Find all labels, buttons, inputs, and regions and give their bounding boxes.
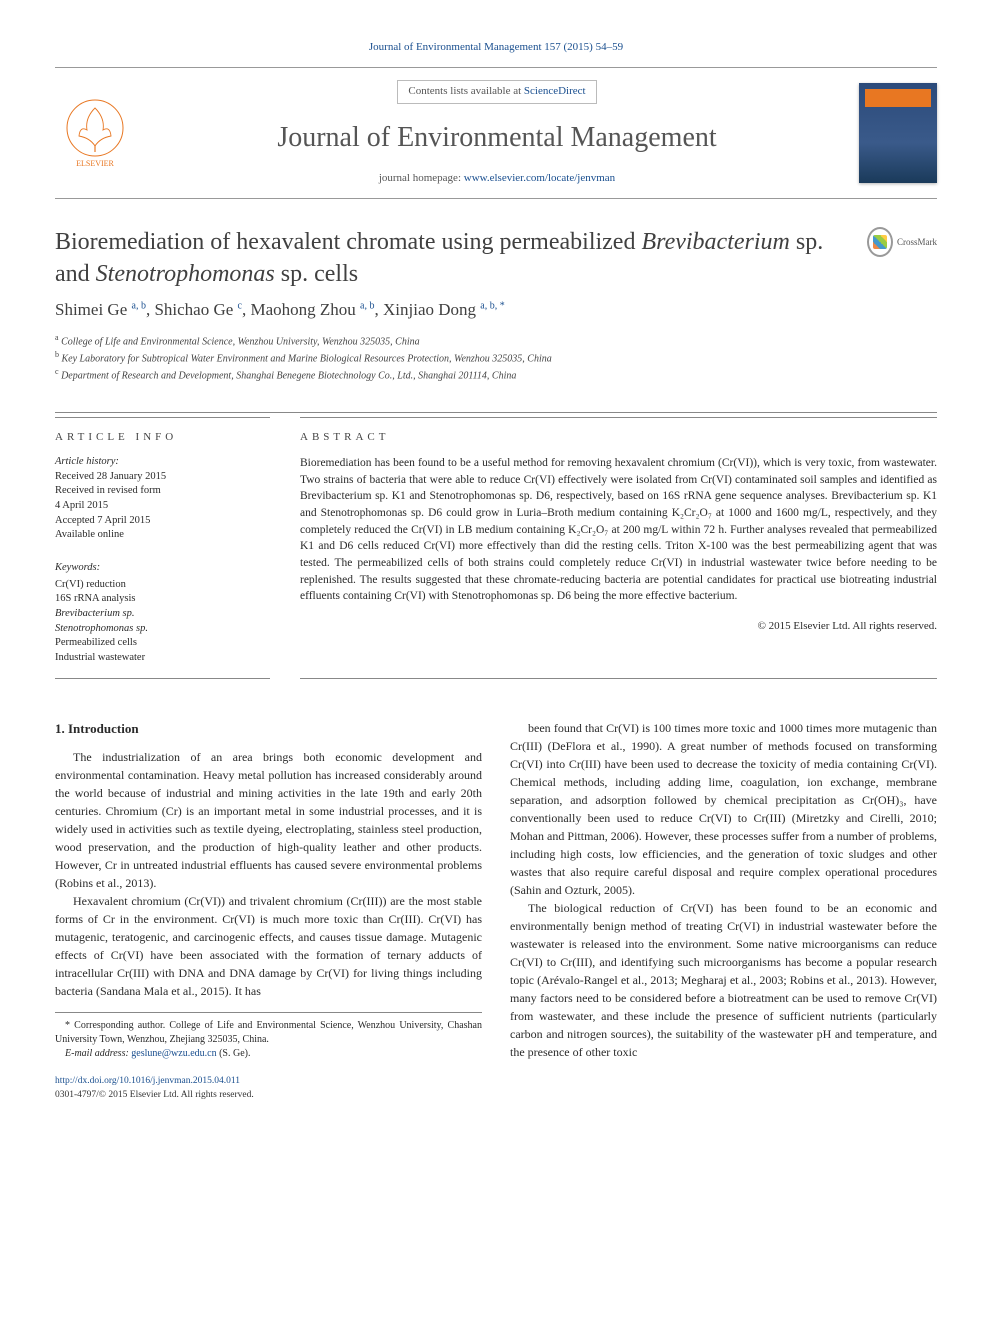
crossmark-badge[interactable]: CrossMark <box>867 227 937 257</box>
journal-header: ELSEVIER Contents lists available at Sci… <box>55 67 937 199</box>
history-available: Available online <box>55 528 270 543</box>
article-history: Article history: Received 28 January 201… <box>55 455 270 543</box>
abstract-heading: abstract <box>300 430 937 445</box>
keyword: Permeabilized cells <box>55 636 270 651</box>
history-label: Article history: <box>55 455 270 470</box>
keywords-label: Keywords: <box>55 561 270 576</box>
page-footer: http://dx.doi.org/10.1016/j.jenvman.2015… <box>55 1075 937 1102</box>
abstract-copyright: © 2015 Elsevier Ltd. All rights reserved… <box>300 619 937 634</box>
title-text-1: Bioremediation of hexavalent chromate us… <box>55 229 641 255</box>
author-affil-sup: c <box>238 300 242 311</box>
keyword: Stenotrophomonas sp. <box>55 622 270 637</box>
elsevier-logo[interactable]: ELSEVIER <box>55 88 135 178</box>
author-affil-sup: a, b, * <box>480 300 504 311</box>
section-heading-introduction: 1. Introduction <box>55 719 482 739</box>
affiliation-b: Key Laboratory for Subtropical Water Env… <box>62 353 552 364</box>
crossmark-label: CrossMark <box>897 236 937 249</box>
author: Shichao Ge <box>154 300 233 319</box>
keyword: 16S rRNA analysis <box>55 592 270 607</box>
corresponding-author-footnote: * Corresponding author. College of Life … <box>55 1012 482 1061</box>
elsevier-label: ELSEVIER <box>76 158 114 169</box>
affiliations-block: a College of Life and Environmental Scie… <box>55 332 937 384</box>
affiliation-c: Department of Research and Development, … <box>61 371 516 382</box>
history-revised-label: Received in revised form <box>55 484 270 499</box>
body-paragraph: The biological reduction of Cr(VI) has b… <box>510 899 937 1061</box>
history-revised-date: 4 April 2015 <box>55 499 270 514</box>
body-two-column: 1. Introduction The industrialization of… <box>55 719 937 1062</box>
title-genus-1: Brevibacterium <box>641 229 789 255</box>
doi-link[interactable]: http://dx.doi.org/10.1016/j.jenvman.2015… <box>55 1075 937 1088</box>
keywords-list: Cr(VI) reduction 16S rRNA analysis Brevi… <box>55 578 270 666</box>
corr-email-suffix: (S. Ge). <box>217 1048 251 1059</box>
affiliation-a: College of Life and Environmental Scienc… <box>61 336 420 347</box>
keyword: Industrial wastewater <box>55 651 270 666</box>
corr-email-label: E-mail address: <box>65 1048 131 1059</box>
citation-line[interactable]: Journal of Environmental Management 157 … <box>55 40 937 55</box>
author-affil-sup: a, b <box>360 300 374 311</box>
abstract-column: abstract Bioremediation has been found t… <box>300 417 937 679</box>
footer-copyright: 0301-4797/© 2015 Elsevier Ltd. All right… <box>55 1089 937 1102</box>
body-column-left: 1. Introduction The industrialization of… <box>55 719 482 1062</box>
abstract-text: Bioremediation has been found to be a us… <box>300 455 937 605</box>
article-info-heading: article info <box>55 430 270 445</box>
body-paragraph: Hexavalent chromium (Cr(VI)) and trivale… <box>55 892 482 1000</box>
corr-email-link[interactable]: geslune@wzu.edu.cn <box>131 1048 216 1059</box>
corr-text: * Corresponding author. College of Life … <box>55 1019 482 1047</box>
authors-line: Shimei Ge a, b, Shichao Ge c, Maohong Zh… <box>55 298 937 322</box>
title-genus-2: Stenotrophomonas <box>96 261 275 287</box>
homepage-url[interactable]: www.elsevier.com/locate/jenvman <box>464 172 615 184</box>
body-paragraph: been found that Cr(VI) is 100 times more… <box>510 719 937 899</box>
history-accepted: Accepted 7 April 2015 <box>55 514 270 529</box>
homepage-line: journal homepage: www.elsevier.com/locat… <box>155 171 839 186</box>
article-info-sidebar: article info Article history: Received 2… <box>55 417 270 679</box>
keyword: Brevibacterium sp. <box>55 607 270 622</box>
journal-cover-thumbnail <box>859 83 937 183</box>
header-center: Contents lists available at ScienceDirec… <box>155 80 839 186</box>
author: Xinjiao Dong <box>383 300 476 319</box>
title-text-3: sp. cells <box>275 261 358 287</box>
sciencedirect-link[interactable]: ScienceDirect <box>524 85 586 97</box>
journal-name: Journal of Environmental Management <box>155 118 839 157</box>
elsevier-tree-icon <box>65 98 125 158</box>
homepage-prefix: journal homepage: <box>379 172 464 184</box>
contents-prefix: Contents lists available at <box>408 85 523 97</box>
body-paragraph: The industrialization of an area brings … <box>55 748 482 892</box>
keyword: Cr(VI) reduction <box>55 578 270 593</box>
article-title: Bioremediation of hexavalent chromate us… <box>55 227 847 289</box>
author: Maohong Zhou <box>251 300 356 319</box>
author: Shimei Ge <box>55 300 127 319</box>
crossmark-icon <box>867 227 893 257</box>
history-received: Received 28 January 2015 <box>55 470 270 485</box>
contents-available-line: Contents lists available at ScienceDirec… <box>397 80 596 103</box>
body-column-right: been found that Cr(VI) is 100 times more… <box>510 719 937 1062</box>
author-affil-sup: a, b <box>132 300 146 311</box>
